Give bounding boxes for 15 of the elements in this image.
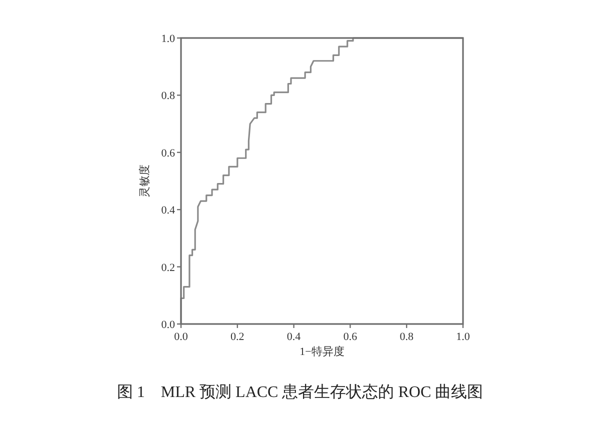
x-tick-label: 0.0: [174, 331, 188, 343]
x-tick-label: 1.0: [456, 331, 470, 343]
y-axis-title: 灵敏度: [138, 164, 151, 198]
y-tick-label: 0.2: [161, 262, 175, 274]
x-tick-label: 0.2: [230, 331, 244, 343]
y-tick-label: 0.0: [161, 319, 176, 331]
caption: 图 1 MLR 预测 LACC 患者生存状态的 ROC 曲线图: [116, 383, 484, 401]
y-tick-label: 0.6: [161, 147, 176, 160]
x-axis-title: 1−特异度: [300, 345, 344, 358]
x-tick-label: 0.8: [400, 331, 414, 343]
y-tick-label: 0.8: [161, 90, 176, 102]
y-tick-label: 1.0: [161, 33, 176, 45]
x-tick-label: 0.4: [286, 331, 302, 343]
y-tick-label: 0.4: [161, 204, 176, 217]
x-tick-label: 0.6: [343, 331, 358, 343]
